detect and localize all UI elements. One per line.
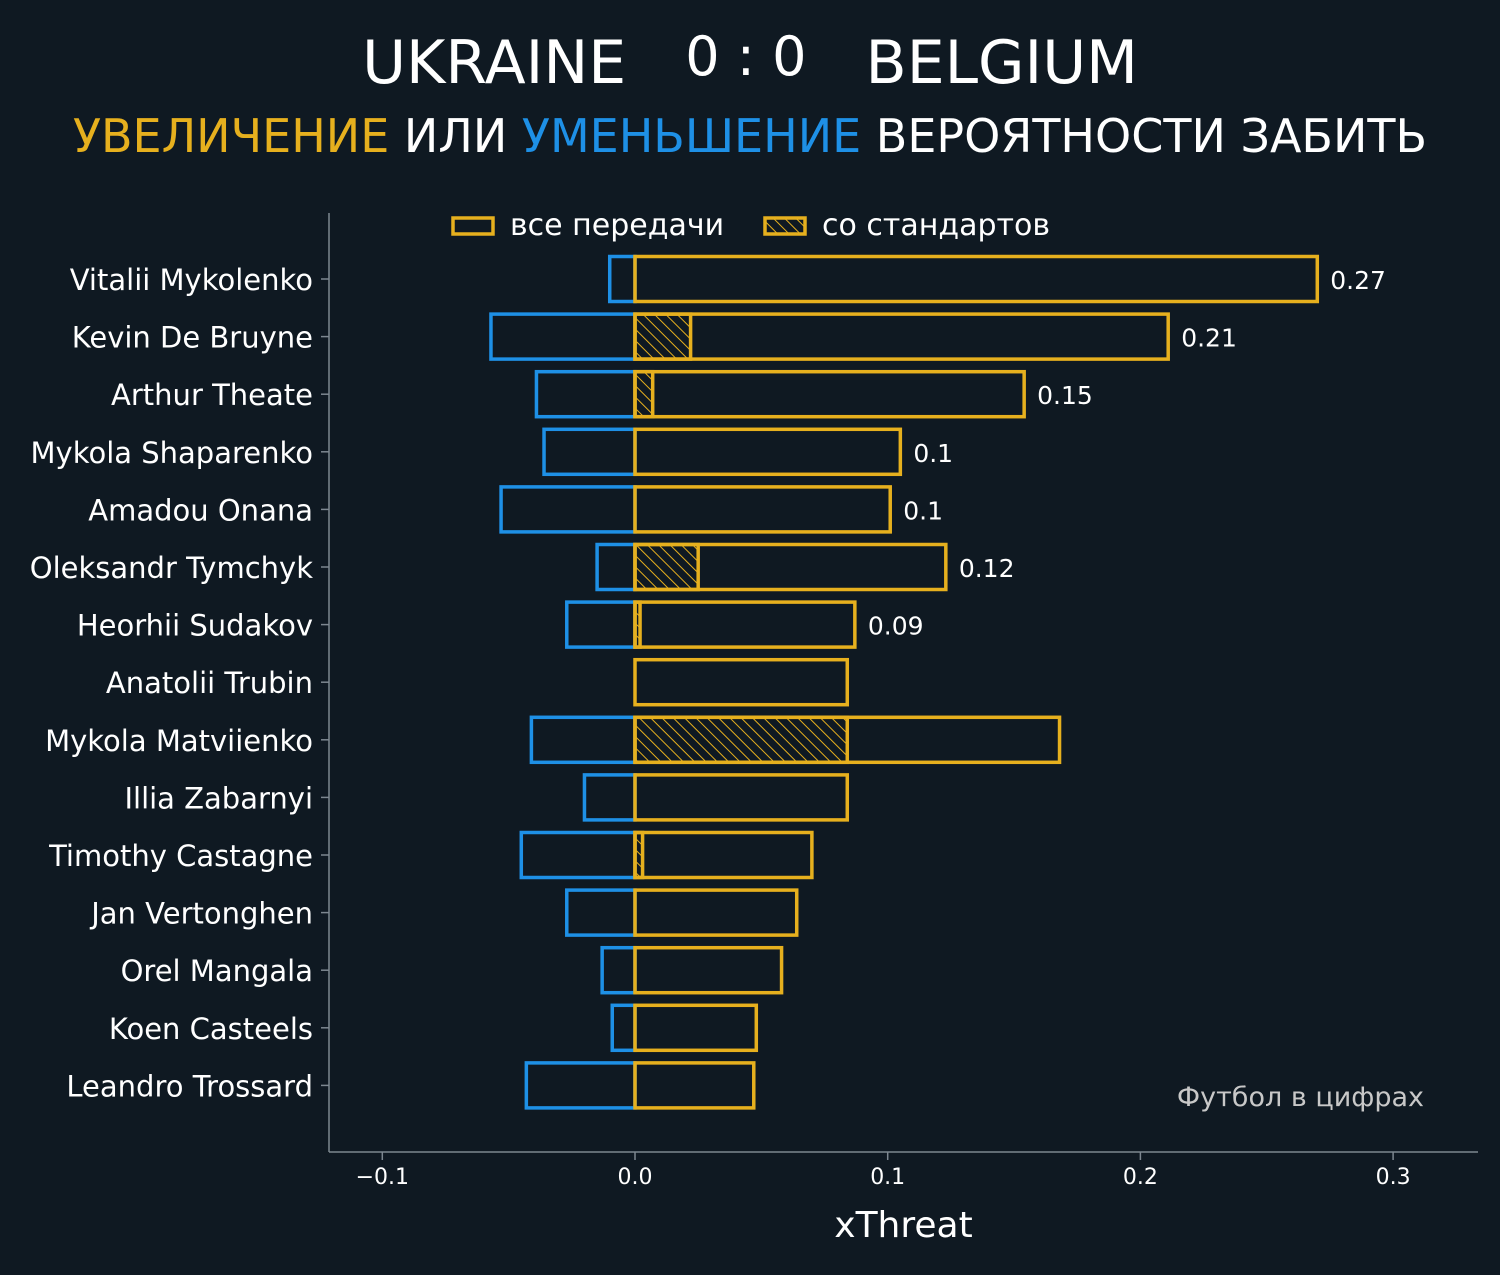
legend-label-all-passes: все передачи [510, 208, 724, 243]
decrease-bar [565, 888, 637, 937]
decrease-bar [565, 600, 637, 649]
data-label: 0.1 [913, 439, 953, 468]
decrease-bar [529, 715, 637, 765]
increase-bar [633, 773, 850, 822]
increase-bar [633, 1061, 756, 1110]
y-tick-label: Koen Casteels [109, 1012, 313, 1046]
decrease-bar [610, 1003, 637, 1053]
data-label: 0.09 [868, 612, 924, 641]
increase-bar [633, 1003, 759, 1053]
increase-bar [633, 254, 1320, 304]
subtitle: УВЕЛИЧЕНИЕ ИЛИ УМЕНЬШЕНИЕ ВЕРОЯТНОСТИ ЗА… [0, 106, 1500, 166]
decrease-bar [519, 830, 637, 880]
away-team-name: BELGIUM [865, 28, 1138, 98]
y-tick-label: Arthur Theate [111, 378, 313, 412]
subtitle-or: ИЛИ [389, 109, 522, 163]
decrease-bar [595, 542, 637, 592]
increase-bar [633, 369, 1026, 419]
decrease-bar [607, 254, 637, 304]
data-label: 0.12 [959, 554, 1015, 583]
decrease-bar [600, 945, 637, 995]
y-tick-label: Jan Vertonghen [89, 897, 313, 931]
match-score: 0 : 0 [685, 25, 807, 88]
increase-bar [633, 542, 948, 592]
legend-label-set-pieces: со стандартов [822, 208, 1050, 243]
data-label: 0.21 [1181, 324, 1237, 353]
y-tick-label: Illia Zabarnyi [124, 781, 313, 815]
subtitle-rest: ВЕРОЯТНОСТИ ЗАБИТЬ [861, 109, 1428, 163]
x-tick-label: 0.1 [870, 1165, 905, 1190]
y-tick-label: Heorhii Sudakov [77, 609, 313, 643]
decrease-bar [582, 773, 637, 822]
increase-bar [633, 485, 892, 534]
legend-swatch-set-pieces [763, 216, 807, 236]
data-label: 0.1 [903, 496, 943, 525]
increase-bar [633, 715, 1062, 765]
set-piece-bar [633, 312, 693, 361]
increase-bar [633, 600, 857, 649]
decrease-bar [534, 369, 637, 419]
increase-bar [633, 830, 814, 880]
y-tick-label: Mykola Shaparenko [31, 436, 313, 470]
increase-bar [633, 657, 850, 707]
subtitle-decrease: УМЕНЬШЕНИЕ [521, 109, 862, 163]
x-tick-label: 0.0 [618, 1165, 653, 1190]
y-tick-label: Vitalii Mykolenko [70, 263, 313, 297]
home-team-name: UKRAINE [362, 28, 627, 98]
x-tick-label: 0.3 [1376, 1165, 1411, 1190]
y-tick-label: Mykola Matviienko [45, 724, 313, 758]
y-tick-label: Anatolii Trubin [106, 666, 313, 700]
x-tick-label: −0.1 [356, 1165, 409, 1190]
plot-area: −0.1 0.0 0.1 0.2 0.3 xThreat Vitalii Mykolenko… [30, 208, 1478, 1246]
y-tick-label: Timothy Castagne [48, 839, 313, 873]
x-axis-label: xThreat [834, 1205, 972, 1246]
increase-bar [633, 312, 1170, 361]
set-piece-bar [633, 369, 655, 419]
x-tick-label: 0.2 [1123, 1165, 1158, 1190]
y-tick-label: Amadou Onana [88, 493, 313, 527]
increase-bar [633, 888, 799, 937]
subtitle-increase: УВЕЛИЧЕНИЕ [72, 109, 390, 163]
decrease-bar [499, 485, 637, 534]
legend-swatch-all-passes [451, 216, 495, 236]
increase-bar [633, 945, 784, 995]
decrease-bar [489, 312, 637, 361]
data-label: 0.27 [1330, 266, 1386, 295]
title: UKRAINE 0 : 0 BELGIUM [0, 25, 1500, 98]
data-label: 0.15 [1037, 381, 1093, 410]
increase-bar [633, 427, 903, 477]
y-tick-label: Kevin De Bruyne [72, 321, 313, 355]
y-tick-label: Orel Mangala [121, 954, 313, 988]
watermark-text: Футбол в цифрах [1177, 1082, 1424, 1113]
decrease-bar [542, 427, 637, 477]
set-piece-bar [633, 715, 850, 765]
y-tick-label: Oleksandr Tymchyk [30, 551, 313, 585]
y-tick-label: Leandro Trossard [66, 1069, 313, 1103]
decrease-bar [524, 1061, 637, 1110]
set-piece-bar [633, 542, 700, 592]
